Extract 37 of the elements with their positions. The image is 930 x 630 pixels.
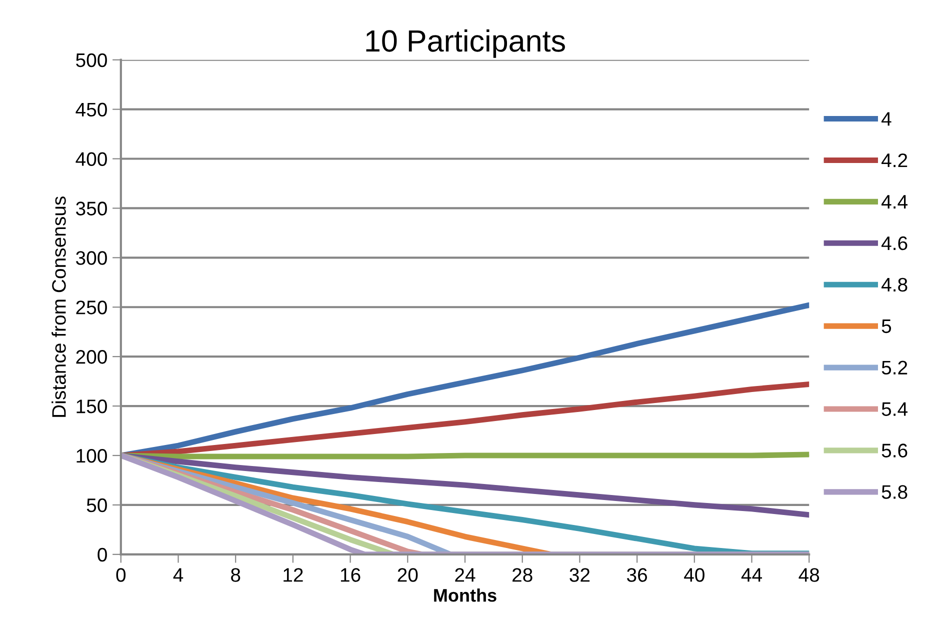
y-tick-label: 100	[76, 448, 107, 463]
x-tick-label: 8	[231, 568, 240, 582]
y-tick-label: 400	[76, 152, 107, 166]
legend-label: 4.6	[881, 236, 908, 250]
x-tick-label: 4	[173, 568, 184, 582]
legend-label: 4	[881, 112, 892, 126]
legend-label: 5.2	[882, 360, 908, 375]
x-axis-title: Months	[434, 588, 496, 602]
x-tick-label: 0	[116, 568, 126, 582]
y-tick-label: 0	[98, 548, 107, 562]
legend-label: 5.4	[882, 402, 908, 416]
y-axis-title: Distance from Consensus	[52, 196, 66, 417]
y-tick-label: 500	[76, 53, 107, 68]
legend-label: 4.4	[881, 195, 908, 209]
chart-title: 10 Participants	[366, 29, 565, 58]
legend-label: 5.8	[882, 485, 908, 499]
x-tick-label: 44	[741, 568, 762, 582]
y-tick-label: 300	[76, 251, 107, 265]
legend-label: 4.8	[881, 278, 908, 292]
y-tick-label: 350	[76, 202, 107, 216]
legend-label: 4.2	[881, 153, 908, 168]
x-tick-label: 24	[455, 568, 476, 582]
x-tick-label: 12	[284, 568, 303, 582]
x-tick-label: 28	[512, 568, 532, 582]
x-tick-label: 16	[340, 568, 360, 582]
x-tick-label: 20	[398, 568, 418, 582]
y-tick-label: 150	[76, 400, 107, 414]
x-tick-label: 36	[626, 568, 648, 582]
x-tick-label: 48	[798, 568, 820, 582]
legend-label: 5.6	[882, 444, 908, 458]
y-tick-label: 50	[86, 498, 107, 512]
y-tick-label: 200	[76, 350, 107, 364]
x-tick-label: 32	[570, 568, 590, 582]
y-tick-label: 450	[76, 102, 107, 117]
y-tick-label: 250	[76, 300, 107, 314]
x-tick-label: 40	[684, 568, 704, 582]
legend-label: 5	[882, 320, 892, 334]
